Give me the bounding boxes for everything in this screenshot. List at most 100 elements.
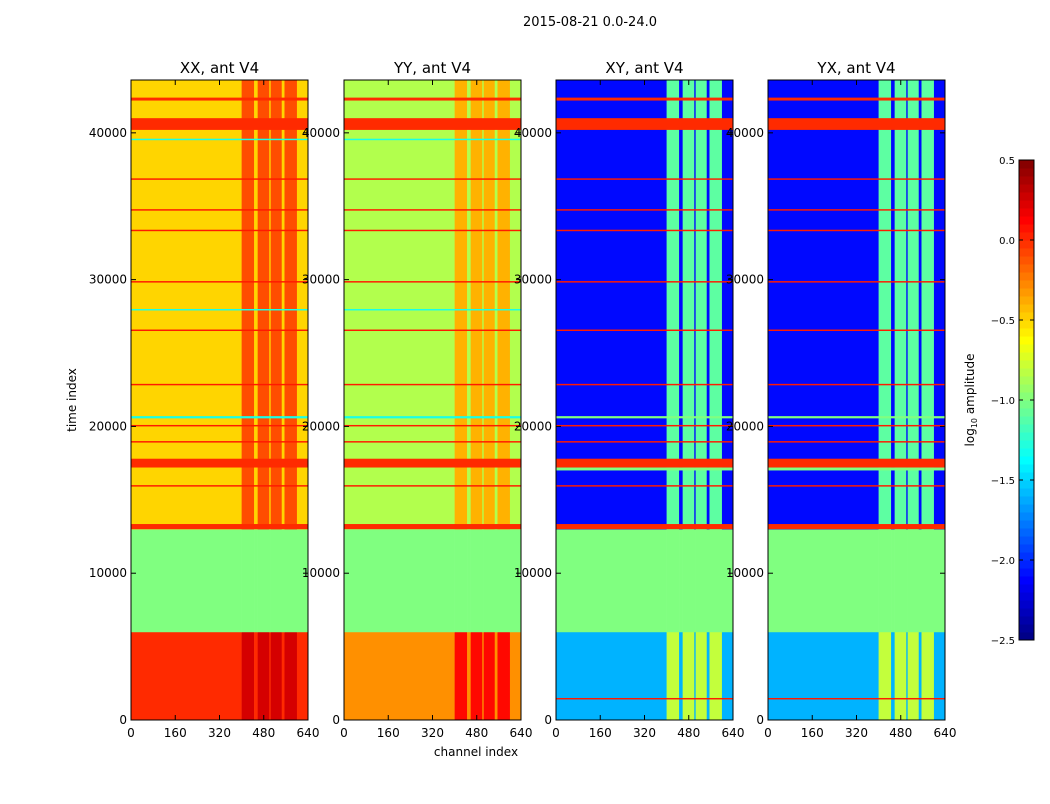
heatmap-cell bbox=[241, 529, 255, 633]
heatmap-cell bbox=[933, 529, 946, 633]
heatmap-cell bbox=[494, 631, 498, 721]
flag-line bbox=[556, 329, 733, 332]
colorbar-swatch bbox=[1019, 296, 1034, 305]
flag-line bbox=[556, 485, 733, 487]
y-tick-label: 0 bbox=[119, 713, 127, 727]
x-axis-label: channel index bbox=[434, 745, 518, 759]
heatmap-cell bbox=[509, 631, 522, 721]
colorbar-swatch bbox=[1019, 352, 1034, 361]
x-tick-label: 320 bbox=[845, 726, 868, 740]
panel-0: XX, ant V4 0 160 320 480 640 0 10000 20000 30000 4… bbox=[89, 59, 320, 740]
heatmap-cell bbox=[131, 631, 242, 721]
colorbar-swatch bbox=[1019, 616, 1034, 625]
flag-line bbox=[768, 229, 945, 232]
y-axis-label: time index bbox=[65, 368, 79, 432]
colorbar-swatch bbox=[1019, 448, 1034, 457]
heatmap-cell bbox=[284, 631, 298, 721]
heatmap-cell bbox=[921, 631, 935, 721]
flag-line bbox=[131, 329, 308, 332]
heatmap-cell bbox=[296, 80, 309, 530]
x-tick-label: 480 bbox=[889, 726, 912, 740]
panel-3: YX, ant V4 0 160 320 480 640 0 10000 20000 30000 4… bbox=[726, 59, 957, 740]
y-tick-label: 40000 bbox=[726, 126, 764, 140]
y-tick-label: 10000 bbox=[514, 566, 552, 580]
colorbar-swatch bbox=[1019, 608, 1034, 617]
heatmap-cell bbox=[482, 631, 484, 721]
flag-line bbox=[131, 485, 308, 487]
flag-line bbox=[556, 424, 733, 427]
colorbar-swatch bbox=[1019, 496, 1034, 505]
flag-line bbox=[131, 416, 308, 419]
heatmap-cell bbox=[933, 80, 946, 530]
heatmap-cell bbox=[296, 631, 309, 721]
heatmap-cell bbox=[483, 80, 496, 530]
flag-line bbox=[556, 458, 733, 468]
panel-title: YX, ant V4 bbox=[816, 59, 895, 77]
heatmap-cell bbox=[682, 80, 695, 530]
heatmap-cell bbox=[482, 80, 484, 530]
x-tick-label: 480 bbox=[252, 726, 275, 740]
y-tick-label: 20000 bbox=[89, 419, 127, 433]
x-tick-label: 640 bbox=[510, 726, 533, 740]
colorbar-tick-label: −1.5 bbox=[991, 476, 1015, 487]
heatmap-cell bbox=[257, 631, 270, 721]
heatmap-cell bbox=[906, 80, 908, 530]
colorbar-swatch bbox=[1019, 368, 1034, 377]
colorbar-swatch bbox=[1019, 552, 1034, 561]
flag-line bbox=[556, 281, 733, 283]
flag-line bbox=[131, 308, 308, 311]
colorbar-swatch bbox=[1019, 424, 1034, 433]
colorbar-tick-label: −1.0 bbox=[991, 396, 1015, 407]
flag-line bbox=[768, 209, 945, 211]
flag-line bbox=[556, 467, 733, 471]
colorbar-swatch bbox=[1019, 192, 1034, 201]
y-tick-label: 30000 bbox=[514, 273, 552, 287]
heatmap-cell bbox=[131, 80, 242, 530]
heatmap-cell bbox=[454, 631, 468, 721]
x-tick-label: 320 bbox=[633, 726, 656, 740]
flag-line bbox=[768, 485, 945, 487]
flag-line bbox=[556, 524, 733, 530]
x-tick-label: 0 bbox=[764, 726, 772, 740]
colorbar-swatch bbox=[1019, 600, 1034, 609]
heatmap-cell bbox=[921, 529, 935, 633]
heatmap-cell bbox=[682, 631, 695, 721]
colorbar-swatch bbox=[1019, 400, 1034, 409]
x-tick-label: 320 bbox=[208, 726, 231, 740]
heatmap-cell bbox=[679, 631, 683, 721]
colorbar-swatch bbox=[1019, 320, 1034, 329]
heatmap-cell bbox=[907, 631, 920, 721]
heatmap-cell bbox=[695, 80, 708, 530]
colorbar-tick-label: −0.5 bbox=[991, 316, 1015, 327]
heatmap-cell bbox=[467, 631, 471, 721]
heatmap-cell bbox=[254, 80, 258, 530]
y-tick-label: 20000 bbox=[726, 419, 764, 433]
colorbar-swatch bbox=[1019, 456, 1034, 465]
x-tick-label: 160 bbox=[377, 726, 400, 740]
flag-line bbox=[556, 118, 733, 130]
heatmap-cell bbox=[768, 529, 879, 633]
flag-line bbox=[556, 97, 733, 101]
colorbar-swatch bbox=[1019, 208, 1034, 217]
y-tick-label: 40000 bbox=[514, 126, 552, 140]
heatmap-cell bbox=[344, 529, 455, 633]
colorbar-swatch bbox=[1019, 224, 1034, 233]
heatmap-cell bbox=[679, 80, 683, 530]
colorbar-swatch bbox=[1019, 248, 1034, 257]
heatmap-cell bbox=[918, 80, 922, 530]
colorbar-swatch bbox=[1019, 304, 1034, 313]
heatmap-cell bbox=[483, 529, 496, 633]
y-tick-label: 0 bbox=[756, 713, 764, 727]
flag-line bbox=[768, 416, 945, 419]
colorbar-swatch bbox=[1019, 360, 1034, 369]
heatmap-cell bbox=[709, 631, 723, 721]
flag-line bbox=[344, 209, 521, 211]
colorbar-label: log10 amplitude bbox=[963, 354, 979, 447]
flag-line bbox=[131, 118, 308, 130]
y-tick-label: 30000 bbox=[89, 273, 127, 287]
flag-line bbox=[768, 424, 945, 427]
heatmap-cell bbox=[467, 529, 471, 633]
flag-line bbox=[768, 383, 945, 386]
heatmap-cell bbox=[467, 80, 471, 530]
